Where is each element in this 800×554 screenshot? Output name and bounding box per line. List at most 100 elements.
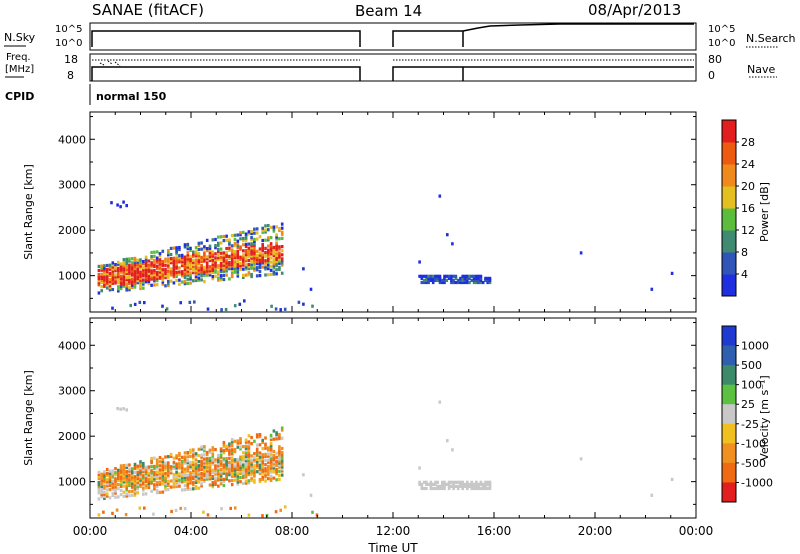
data-cell — [197, 468, 201, 472]
data-cell — [230, 470, 234, 474]
data-cell — [200, 255, 203, 259]
data-cell — [650, 493, 654, 497]
data-cell — [242, 230, 245, 234]
data-cell — [142, 262, 145, 266]
data-cell — [122, 280, 126, 284]
data-cell — [278, 461, 281, 465]
data-cell — [466, 274, 469, 278]
data-cell — [236, 457, 240, 462]
data-cell — [247, 456, 251, 460]
data-cell — [280, 232, 284, 236]
data-cell — [161, 280, 165, 284]
data-cell — [142, 464, 145, 468]
data-cell — [133, 273, 137, 277]
data-cell — [429, 482, 433, 486]
data-cell — [175, 272, 178, 276]
data-cell — [261, 259, 264, 263]
data-cell — [161, 260, 165, 264]
data-cell — [158, 274, 162, 278]
data-cell — [180, 274, 184, 278]
data-cell — [205, 450, 209, 455]
data-cell — [267, 254, 270, 258]
data-cell — [122, 468, 126, 472]
data-cell — [247, 448, 251, 452]
data-cell — [422, 486, 426, 491]
data-cell — [183, 457, 187, 461]
data-cell — [128, 259, 131, 263]
data-cell — [253, 227, 256, 231]
data-cell — [192, 452, 195, 456]
data-cell — [454, 280, 458, 285]
data-cell — [186, 269, 190, 273]
data-cell — [253, 439, 256, 443]
data-cell — [147, 467, 151, 471]
data-cell — [139, 280, 142, 284]
data-cell — [125, 276, 128, 280]
data-cell — [130, 473, 134, 477]
data-cell — [194, 466, 198, 470]
data-cell — [142, 482, 145, 486]
data-cell — [244, 232, 248, 236]
data-cell — [155, 270, 159, 274]
data-cell — [250, 462, 253, 466]
freq-trace — [91, 66, 694, 81]
data-cell — [253, 250, 256, 254]
data-cell — [167, 271, 170, 275]
data-cell — [670, 271, 674, 275]
data-cell — [269, 256, 273, 260]
data-cell — [178, 466, 181, 470]
data-cell — [264, 458, 267, 463]
data-cell — [133, 256, 137, 260]
data-cell — [119, 268, 123, 272]
data-cell — [272, 272, 276, 276]
data-cell — [278, 453, 281, 457]
data-cell — [114, 275, 117, 279]
data-cell — [225, 259, 228, 263]
data-cell — [103, 492, 106, 496]
data-cell — [108, 263, 112, 267]
data-cell — [261, 457, 264, 461]
data-cell — [230, 472, 234, 476]
data-cell — [164, 477, 167, 482]
data-cell — [264, 273, 267, 277]
data-cell — [250, 254, 253, 258]
data-cell — [278, 437, 281, 441]
data-cell — [147, 485, 151, 490]
data-cell — [183, 280, 187, 284]
data-cell — [420, 276, 424, 280]
data-cell — [230, 468, 234, 472]
data-cell — [117, 260, 120, 264]
data-cell — [274, 510, 278, 514]
data-cell — [488, 486, 492, 491]
data-cell — [108, 488, 112, 492]
data-cell — [244, 236, 248, 240]
data-cell — [164, 461, 167, 465]
data-cell — [142, 272, 145, 276]
colorbar-tick-label: -25 — [741, 418, 759, 431]
data-cell — [128, 469, 131, 473]
colorbar-tick-label: 8 — [741, 246, 748, 259]
data-cell — [278, 477, 281, 482]
data-cell — [172, 271, 176, 275]
data-cell — [153, 277, 156, 281]
data-cell — [484, 276, 487, 280]
data-cell — [255, 453, 259, 457]
data-cell — [155, 272, 159, 276]
data-cell — [443, 280, 446, 285]
colorbar-tick-label: -500 — [741, 457, 766, 470]
data-cell — [244, 475, 248, 479]
data-cell — [280, 465, 284, 469]
data-cell — [133, 277, 137, 281]
data-cell — [236, 255, 240, 260]
data-cell — [158, 490, 162, 494]
data-cell — [250, 246, 253, 250]
data-cell — [425, 276, 428, 280]
data-cell — [161, 466, 165, 470]
data-cell — [253, 246, 256, 250]
data-cell — [108, 284, 112, 288]
data-cell — [130, 261, 134, 265]
data-cell — [230, 452, 234, 456]
data-cell — [111, 275, 115, 279]
data-cell — [217, 470, 220, 474]
data-cell — [197, 254, 201, 258]
